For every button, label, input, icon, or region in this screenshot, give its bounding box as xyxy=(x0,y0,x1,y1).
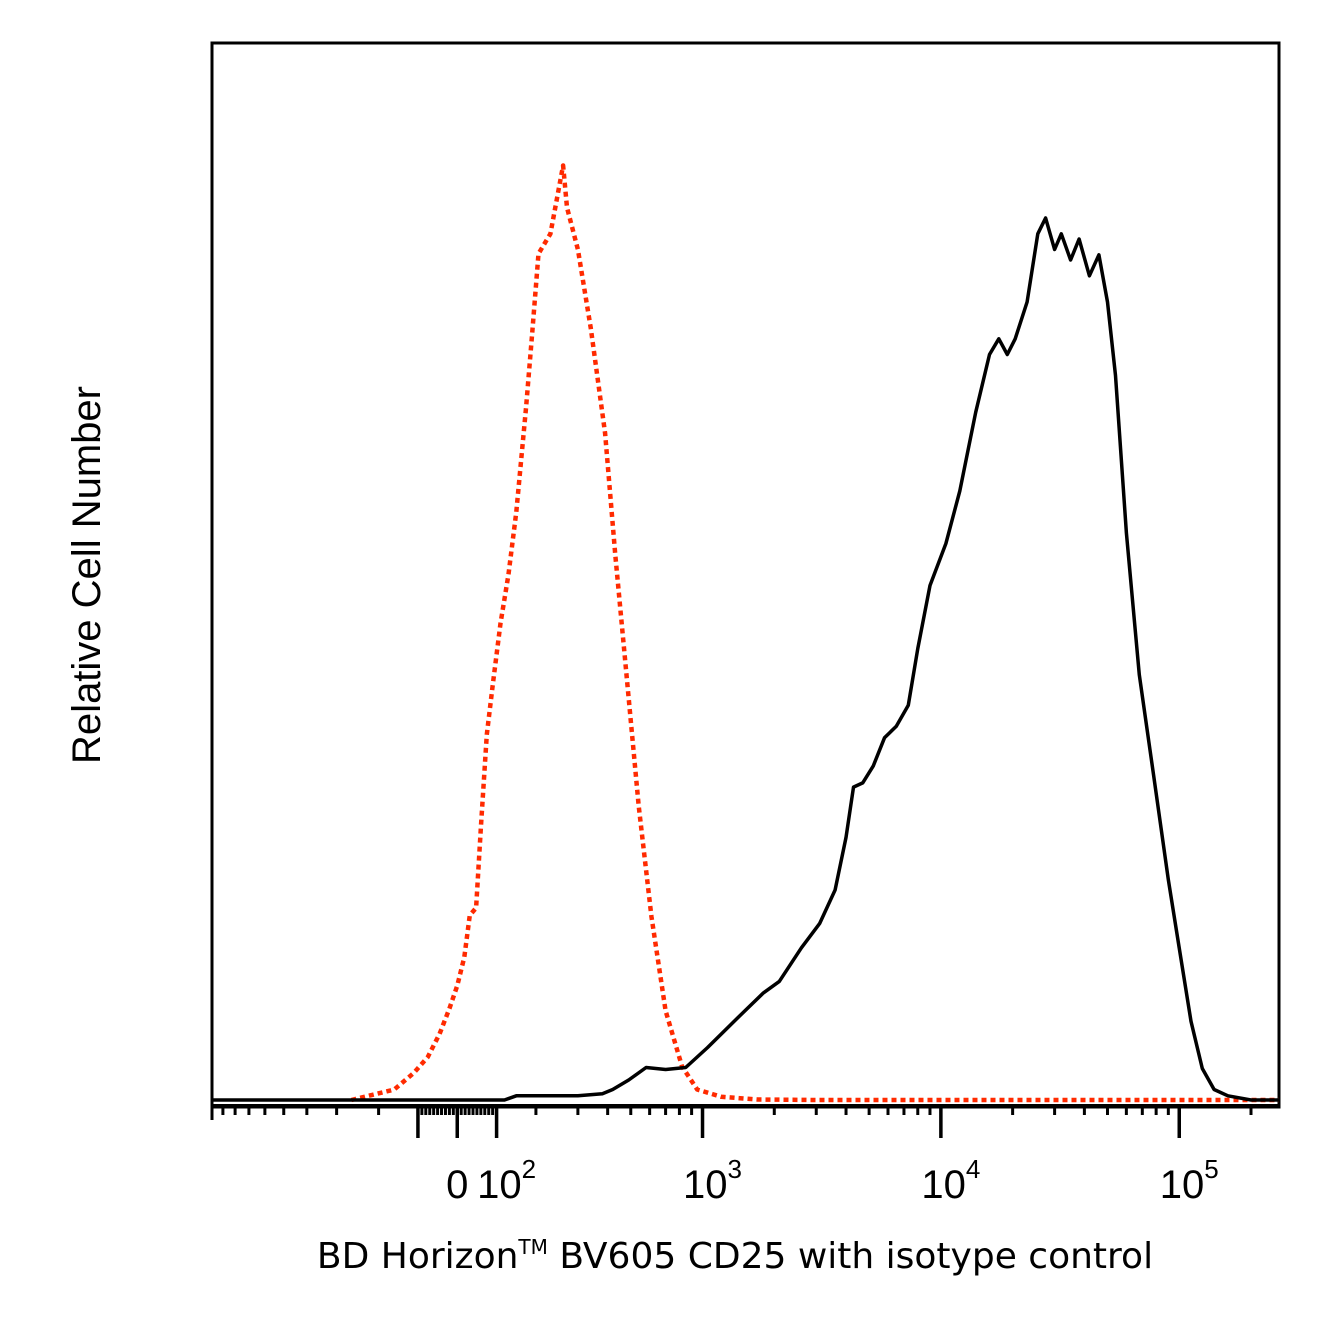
x-axis-ticks xyxy=(210,1106,1253,1138)
series-line-1 xyxy=(350,163,1279,1103)
plot-frame xyxy=(210,41,1281,1109)
x-tick-label: 105 xyxy=(1160,1154,1219,1207)
series-layer xyxy=(212,163,1279,1103)
x-axis-title-tm: TM xyxy=(517,1235,547,1259)
x-tick-label: 104 xyxy=(921,1154,980,1207)
y-axis-title: Relative Cell Number xyxy=(65,386,109,764)
x-tick-label: 0 xyxy=(446,1163,468,1207)
x-axis-title-rest: BV605 CD25 with isotype control xyxy=(548,1236,1153,1277)
series-line-2 xyxy=(212,216,1279,1102)
x-tick-label: 103 xyxy=(683,1154,742,1207)
x-tick-labels: 0 102 103 104 105 xyxy=(446,1154,1219,1207)
x-axis-title: BD HorizonTM BV605 CD25 with isotype con… xyxy=(317,1235,1153,1277)
x-axis-title-main: BD Horizon xyxy=(317,1236,519,1277)
x-tick-label: 102 xyxy=(477,1154,536,1207)
